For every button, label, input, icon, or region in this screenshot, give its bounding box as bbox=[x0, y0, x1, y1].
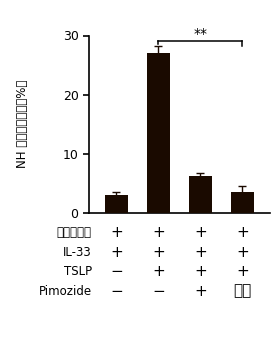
Text: +: + bbox=[236, 245, 249, 260]
Text: +: + bbox=[110, 225, 123, 240]
Text: +: + bbox=[194, 264, 207, 279]
Text: ＋＋: ＋＋ bbox=[233, 284, 252, 299]
Text: +: + bbox=[152, 245, 165, 260]
Text: +: + bbox=[110, 245, 123, 260]
Text: +: + bbox=[194, 284, 207, 299]
Text: +: + bbox=[152, 225, 165, 240]
Text: −: − bbox=[110, 264, 123, 279]
Text: TSLP: TSLP bbox=[64, 265, 92, 278]
Bar bbox=[147, 53, 170, 213]
Text: −: − bbox=[152, 284, 165, 299]
Bar bbox=[105, 195, 128, 213]
Text: +: + bbox=[236, 264, 249, 279]
Text: Pimozide: Pimozide bbox=[39, 285, 92, 297]
Text: **: ** bbox=[193, 27, 207, 41]
Text: IL-33: IL-33 bbox=[63, 246, 92, 258]
Text: +: + bbox=[194, 225, 207, 240]
Text: +: + bbox=[194, 245, 207, 260]
Text: +: + bbox=[236, 225, 249, 240]
Text: NH 細胞の生存率（%）: NH 細胞の生存率（%） bbox=[16, 80, 29, 168]
Bar bbox=[231, 192, 254, 213]
Text: −: − bbox=[110, 284, 123, 299]
Text: ステロイド: ステロイド bbox=[57, 226, 92, 239]
Text: +: + bbox=[152, 264, 165, 279]
Bar bbox=[189, 176, 212, 213]
